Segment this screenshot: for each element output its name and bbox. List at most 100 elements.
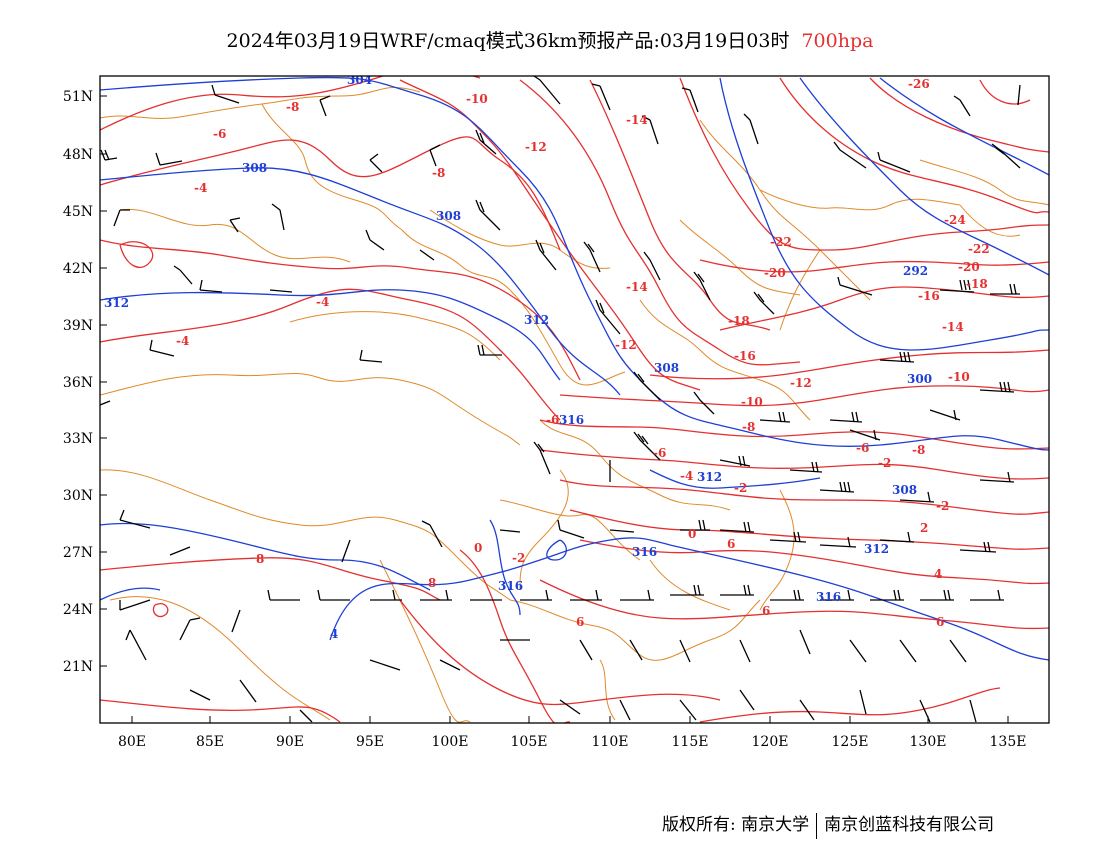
pressure-level: 700hpa	[801, 30, 874, 52]
height-labels: 304 308 308 292 312 312 308 300 316 312 308 316 312 3…	[104, 73, 932, 641]
temperature-label: -4	[680, 469, 693, 483]
temperature-label: -12	[525, 140, 547, 154]
temperature-label: -2	[512, 551, 525, 565]
temperature-label: -8	[286, 100, 299, 114]
height-label: 308	[436, 209, 461, 223]
temperature-label: -8	[742, 420, 755, 434]
lat-tick-label: 39N	[63, 318, 93, 334]
temperature-label: 2	[920, 521, 928, 535]
wind-barbs	[100, 76, 1021, 723]
lat-tick-label: 27N	[63, 545, 93, 561]
temperature-labels: -26-24-22 -22-20 -20-18-18-16-16-14-14-14-…	[176, 77, 990, 629]
temperature-label: 6	[762, 604, 770, 618]
lon-tick-label: 120E	[752, 734, 789, 750]
temperature-label: -8	[432, 166, 445, 180]
height-label: 312	[864, 542, 889, 556]
lon-tick-label: 135E	[990, 734, 1027, 750]
lon-tick-label: 80E	[118, 734, 146, 750]
temperature-label: -16	[918, 289, 940, 303]
temperature-label: -16	[734, 349, 756, 363]
lat-tick-label: 30N	[63, 488, 93, 504]
temperature-label: -22	[770, 235, 792, 249]
height-label: 312	[697, 470, 722, 484]
lat-tick-label: 48N	[63, 147, 93, 163]
temperature-label: -10	[948, 370, 970, 384]
lon-tick-label: 110E	[592, 734, 629, 750]
title-main: 2024年03月19日WRF/cmaq模式36km预报产品:03月19日03时	[226, 30, 790, 52]
lat-tick-label: 42N	[63, 261, 93, 277]
temperature-label: 6	[727, 537, 735, 551]
lon-tick-label: 115E	[672, 734, 709, 750]
lat-tick-label: 51N	[63, 89, 93, 105]
temperature-label: -26	[908, 77, 930, 91]
height-label: 4	[330, 627, 338, 641]
temperature-label: -8	[912, 443, 925, 457]
temperature-label: 6	[576, 615, 584, 629]
lat-tick-label: 45N	[63, 204, 93, 220]
temperature-label: -12	[790, 376, 812, 390]
chart-title: 2024年03月19日WRF/cmaq模式36km预报产品:03月19日03时 7…	[0, 26, 1100, 53]
copyright-credit: 版权所有: 南京大学 南京创蓝科技有限公司	[662, 810, 994, 839]
temperature-label: -4	[194, 181, 207, 195]
temperature-label: -14	[626, 113, 648, 127]
height-label: 316	[559, 413, 584, 427]
temperature-label: 4	[934, 567, 942, 581]
temperature-label: -6	[653, 446, 666, 460]
height-label: 292	[903, 264, 928, 278]
temperature-label: -4	[316, 295, 329, 309]
lon-tick-label: 90E	[276, 734, 304, 750]
credit-separator	[816, 812, 818, 839]
temperature-label: -6	[213, 127, 226, 141]
credit-left: 版权所有: 南京大学	[662, 815, 810, 835]
lon-tick-label: 95E	[356, 734, 384, 750]
lat-axis: 51N 48N 45N 42N 39N 36N 33N 30N 27N 24N 21N	[63, 89, 107, 675]
temperature-label: -12	[615, 338, 637, 352]
height-label: 312	[104, 296, 129, 310]
map-content: -26-24-22 -22-20 -20-18-18-16-16-14-14-14-…	[100, 73, 1049, 723]
height-label: 316	[498, 579, 523, 593]
height-label: 308	[242, 161, 267, 175]
temperature-label: -14	[626, 280, 648, 294]
lon-axis: 80E 85E 90E 95E 100E 105E 110E 115E 120E 125E 130E…	[118, 716, 1027, 750]
temperature-label: -14	[942, 320, 964, 334]
temperature-label: 8	[256, 552, 264, 566]
height-label: 300	[907, 372, 932, 386]
temperature-label: -6	[856, 441, 869, 455]
temperature-label: -4	[176, 334, 189, 348]
height-label: 316	[816, 590, 841, 604]
map-frame	[99, 75, 1050, 724]
temperature-label: -24	[944, 213, 966, 227]
height-label: 308	[892, 483, 917, 497]
lat-tick-label: 33N	[63, 431, 93, 447]
temperature-label: -18	[966, 277, 988, 291]
temperature-label: 0	[474, 541, 482, 555]
borders-layer	[100, 87, 1049, 723]
temperature-label: -2	[878, 456, 891, 470]
lat-tick-label: 36N	[63, 375, 93, 391]
height-label: 312	[524, 313, 549, 327]
temperature-label: -20	[764, 266, 786, 280]
temperature-label: -22	[968, 242, 990, 256]
temperature-label: 6	[936, 615, 944, 629]
temperature-label: -2	[936, 499, 949, 513]
lon-tick-label: 130E	[910, 734, 947, 750]
height-label: 316	[632, 545, 657, 559]
temperature-contours	[100, 76, 1049, 723]
temperature-label: 8	[428, 576, 436, 590]
temperature-label: -18	[728, 314, 750, 328]
lat-tick-label: 21N	[63, 659, 93, 675]
lon-tick-label: 85E	[196, 734, 224, 750]
lon-tick-label: 105E	[511, 734, 548, 750]
credit-right: 南京创蓝科技有限公司	[824, 815, 995, 835]
temperature-label: -20	[958, 260, 980, 274]
temperature-label: 0	[688, 527, 696, 541]
height-label: 308	[654, 361, 679, 375]
lat-tick-label: 24N	[63, 602, 93, 618]
temperature-label: -10	[741, 395, 763, 409]
temperature-label: -2	[734, 481, 747, 495]
height-label: 304	[347, 73, 372, 87]
temperature-label: -6	[546, 413, 559, 427]
lon-tick-label: 125E	[832, 734, 869, 750]
lon-tick-label: 100E	[432, 734, 469, 750]
